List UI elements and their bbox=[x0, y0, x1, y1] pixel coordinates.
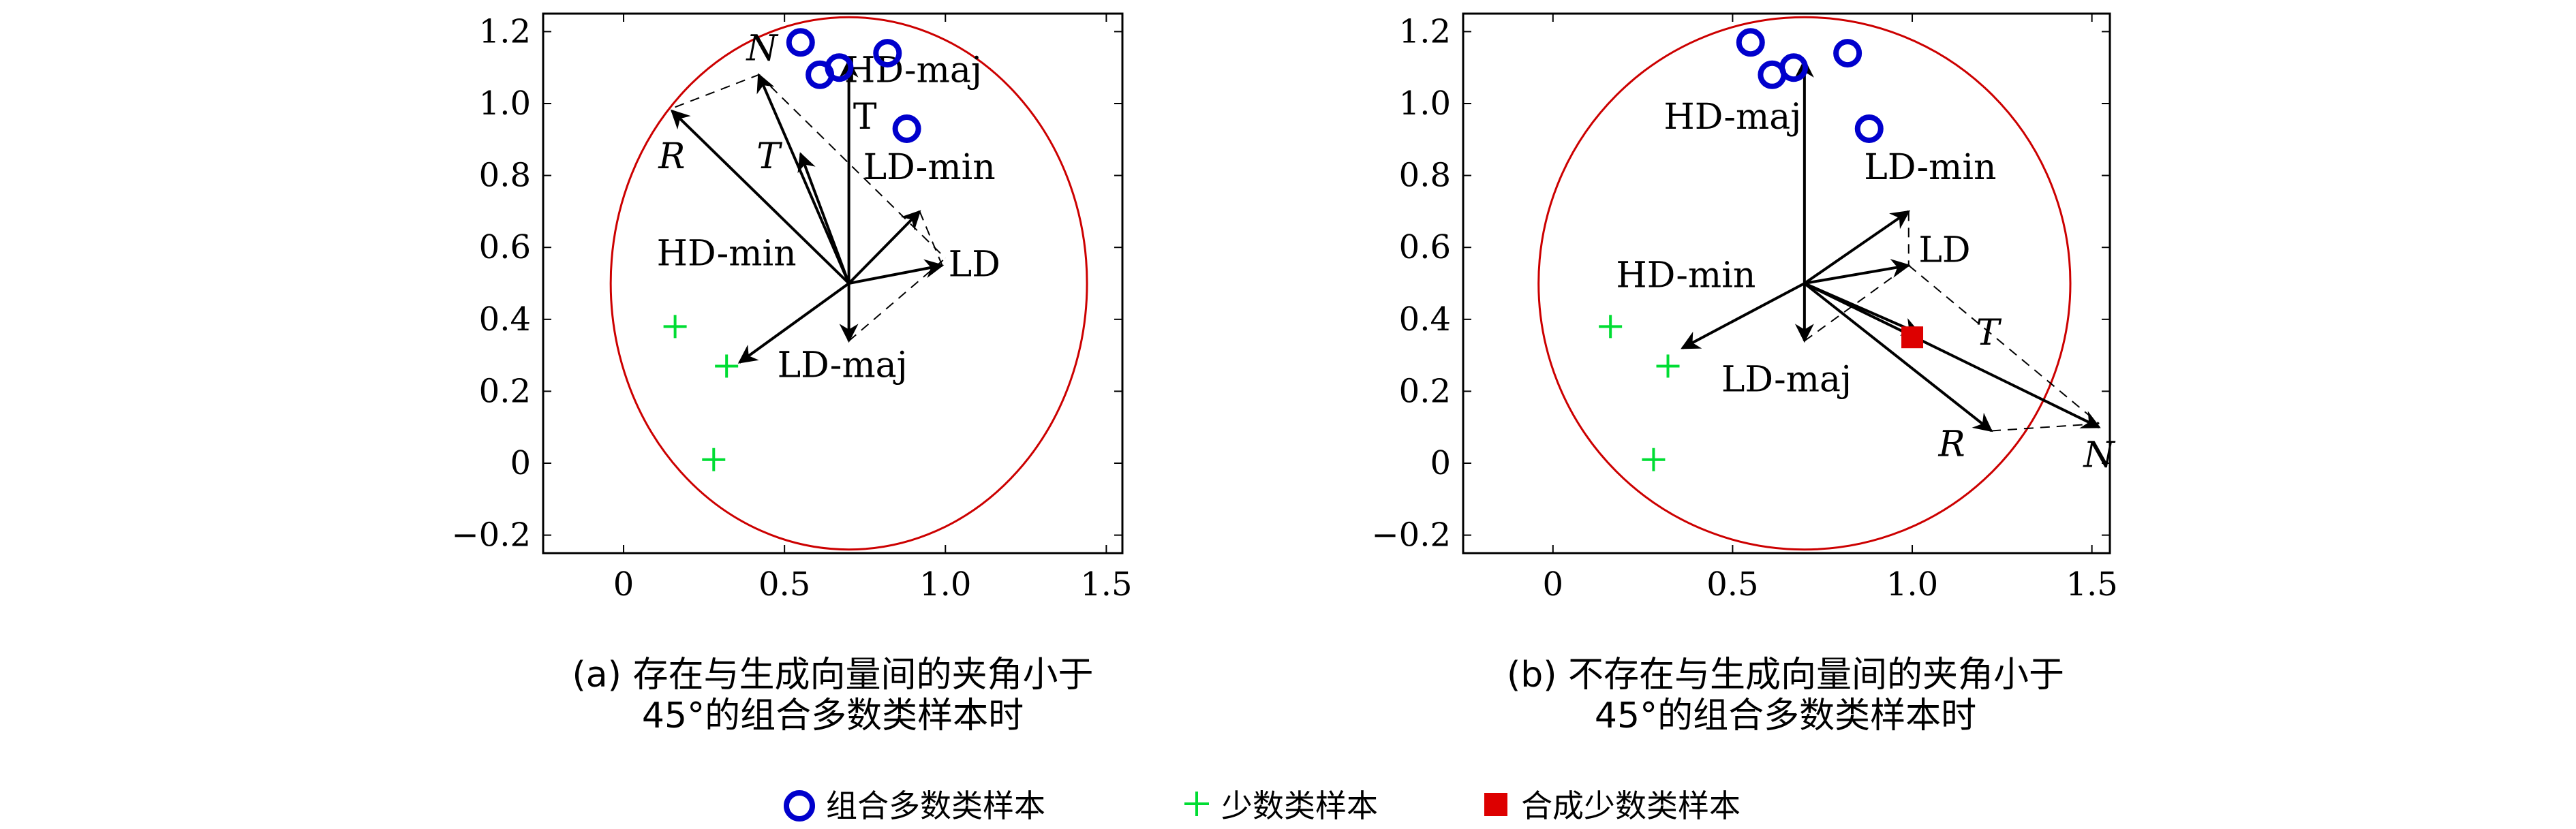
y-tick-label: 0.2 bbox=[479, 372, 531, 410]
vector-arrow bbox=[1803, 210, 1911, 285]
dashed-guide-line bbox=[1991, 422, 2100, 432]
dashed-guide-line bbox=[675, 74, 759, 108]
vector-label: HD-maj bbox=[1663, 97, 1801, 138]
legend-minority-marker bbox=[1184, 792, 1209, 816]
legend: 组合多数类样本 少数类样本 合成少数类样本 bbox=[784, 787, 1741, 824]
vector-label: HD-min bbox=[1616, 255, 1755, 296]
vector-arrow bbox=[670, 109, 850, 285]
vector-label: LD bbox=[949, 244, 1000, 285]
panel-caption-line1: (a) 存在与生成向量间的夹角小于 bbox=[572, 655, 1094, 695]
majority-point bbox=[1779, 53, 1809, 82]
boundary-circle bbox=[609, 16, 1088, 551]
majority-point bbox=[873, 39, 902, 68]
vector-arrow bbox=[848, 259, 945, 285]
y-tick-label: 0.2 bbox=[1399, 372, 1451, 410]
dashed-guide-line bbox=[1908, 264, 2100, 424]
vector-label: T bbox=[1976, 313, 2002, 354]
boundary-circle bbox=[1537, 16, 2072, 551]
y-tick-label: 1.0 bbox=[1399, 84, 1451, 123]
legend-majority-marker bbox=[784, 790, 815, 822]
y-tick-label: 0.6 bbox=[1399, 228, 1451, 266]
y-tick-label: 1.2 bbox=[1399, 12, 1451, 50]
vector-arrow bbox=[797, 152, 850, 284]
vector-arrow bbox=[1681, 282, 1805, 349]
x-tick-label: 0 bbox=[1543, 565, 1564, 604]
y-tick-label: 0.6 bbox=[479, 228, 531, 266]
legend-synthetic-label: 合成少数类样本 bbox=[1521, 787, 1741, 824]
y-tick-label: −0.2 bbox=[451, 516, 531, 554]
synthetic-point bbox=[1901, 326, 1924, 349]
legend-synthetic-marker bbox=[1484, 793, 1507, 816]
vector-label: LD bbox=[1918, 230, 1970, 270]
legend-minority-label: 少数类样本 bbox=[1221, 787, 1378, 824]
majority-point bbox=[892, 114, 921, 143]
panel-caption-line2: 45°的组合多数类样本时 bbox=[1595, 695, 1976, 736]
vector-label: LD-maj bbox=[778, 345, 908, 386]
majority-point bbox=[1854, 114, 1884, 143]
panel-caption-line2: 45°的组合多数类样本时 bbox=[642, 695, 1024, 736]
plot-frame bbox=[542, 12, 1124, 554]
vector-label: T bbox=[756, 136, 782, 177]
vector-arrow bbox=[1803, 282, 1993, 433]
vector-label: R bbox=[658, 136, 685, 177]
x-tick-label: 0.5 bbox=[758, 565, 810, 604]
chart-panel-b: 0 0.5 1.0 1.5 −0.2 0 0.2 0.4 0.6 0.8 1.0 1.2 HD-maj L… bbox=[1371, 12, 2117, 736]
vector-label: N bbox=[745, 29, 778, 69]
vector-label: R bbox=[1937, 424, 1965, 465]
x-tick-label: 1.5 bbox=[1080, 565, 1132, 604]
y-tick-label: −0.2 bbox=[1371, 516, 1451, 554]
vector-label: HD-maj bbox=[844, 50, 982, 91]
dashed-guide-line bbox=[1804, 264, 1910, 342]
majority-point bbox=[1736, 28, 1765, 57]
dashed-guide-line bbox=[919, 211, 943, 266]
dashed-guide-line bbox=[848, 257, 946, 342]
vector-label: T bbox=[853, 97, 877, 138]
vector-label: LD-min bbox=[1864, 147, 1996, 188]
x-tick-label: 0 bbox=[613, 565, 634, 604]
majority-point bbox=[1833, 39, 1862, 68]
x-tick-label: 1.5 bbox=[2066, 565, 2117, 604]
panel-caption-line1: (b) 不存在与生成向量间的夹角小于 bbox=[1507, 655, 2064, 695]
plot-frame bbox=[1462, 12, 2111, 554]
vector-arrow bbox=[1804, 282, 1922, 336]
vector-arrow bbox=[756, 73, 850, 284]
vector-arrow bbox=[737, 282, 850, 364]
y-tick-label: 0 bbox=[510, 444, 531, 482]
x-tick-label: 1.0 bbox=[919, 565, 971, 604]
y-tick-label: 0.4 bbox=[479, 300, 531, 339]
x-tick-label: 0.5 bbox=[1706, 565, 1758, 604]
vector-arrow bbox=[1804, 259, 1911, 285]
vector-label: N bbox=[2082, 435, 2115, 475]
majority-point bbox=[786, 28, 815, 57]
vector-arrow bbox=[848, 210, 921, 285]
y-tick-label: 0.4 bbox=[1399, 300, 1451, 339]
y-tick-label: 0.8 bbox=[1399, 157, 1451, 195]
y-tick-label: 1.0 bbox=[479, 84, 531, 123]
vector-arrow bbox=[1803, 282, 2101, 428]
y-tick-label: 0 bbox=[1430, 444, 1451, 482]
majority-point bbox=[825, 53, 854, 82]
x-tick-label: 1.0 bbox=[1886, 565, 1938, 604]
vector-label: LD-maj bbox=[1721, 359, 1852, 400]
vector-label: HD-min bbox=[657, 234, 797, 275]
y-tick-label: 1.2 bbox=[479, 12, 531, 50]
chart-panel-a: 0 0.5 1.0 1.5 −0.2 0 0.2 0.4 0.6 0.8 1.0 1.2 HD-maj L… bbox=[451, 12, 1132, 736]
vector-label: LD-min bbox=[863, 147, 996, 188]
legend-majority-label: 组合多数类样本 bbox=[826, 787, 1045, 824]
y-tick-label: 0.8 bbox=[479, 157, 531, 195]
